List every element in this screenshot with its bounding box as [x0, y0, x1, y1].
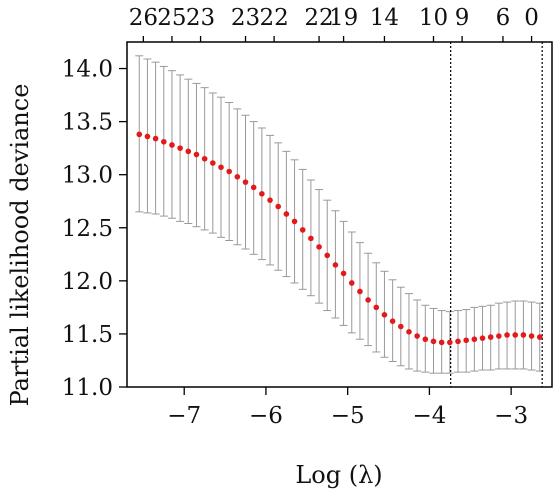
data-point: [422, 336, 429, 343]
data-point: [291, 218, 298, 225]
data-point: [185, 148, 192, 155]
data-point: [348, 280, 355, 286]
y-tick-label: 12.0: [62, 269, 113, 295]
data-point: [267, 197, 273, 203]
data-point: [332, 262, 339, 268]
y-axis-label: Partial likelihood deviance: [6, 84, 34, 407]
data-point: [365, 297, 371, 303]
data-point: [487, 334, 494, 340]
errorbar-layer: [135, 55, 544, 374]
data-point: [259, 191, 265, 197]
data-point: [496, 333, 502, 339]
y-tick-label: 14.0: [62, 57, 113, 83]
data-point: [152, 135, 159, 142]
top-tick-label: 0: [524, 5, 539, 31]
y-tick-label: 13.5: [62, 110, 113, 136]
top-tick-label: 19: [329, 5, 358, 31]
x-axis-label: Log (λ): [295, 461, 382, 489]
top-tick-label: 22: [304, 5, 333, 31]
point-layer: [136, 131, 543, 346]
data-point: [250, 184, 257, 191]
x-tick-label: −3: [494, 403, 528, 429]
y-tick-label: 11.5: [62, 322, 113, 348]
data-point: [389, 318, 396, 324]
data-point: [275, 203, 282, 210]
y-axis: 11.0 11.5 12.0 12.5 13.0 13.5 14.0: [62, 57, 127, 401]
data-point: [520, 332, 527, 338]
data-point: [160, 138, 167, 145]
data-point: [193, 151, 200, 158]
top-tick-label: 23: [186, 5, 215, 31]
data-point: [381, 312, 388, 318]
data-point: [169, 142, 175, 148]
data-point: [242, 179, 249, 185]
vline-layer: [450, 42, 543, 387]
top-tick-label: 26: [129, 5, 158, 31]
data-point: [316, 244, 322, 250]
data-point: [201, 155, 208, 162]
data-point: [283, 211, 290, 217]
data-point: [136, 131, 143, 138]
data-point: [299, 227, 306, 233]
data-point: [210, 160, 216, 166]
top-tick-label: 22: [259, 5, 288, 31]
y-tick-label: 13.0: [62, 163, 113, 189]
x-tick-label: −4: [412, 403, 446, 429]
x-tick-label: −7: [167, 403, 201, 429]
top-tick-label: 23: [231, 5, 260, 31]
data-point: [479, 335, 486, 341]
data-point: [357, 288, 363, 295]
data-point: [512, 332, 519, 338]
data-point: [324, 252, 331, 259]
data-point: [536, 334, 543, 340]
data-point: [471, 336, 478, 343]
top-tick-label: 9: [455, 5, 470, 31]
data-point: [406, 329, 412, 335]
data-point: [430, 338, 437, 345]
data-point: [308, 235, 314, 242]
data-point: [373, 304, 380, 311]
data-point: [414, 333, 420, 339]
data-point: [218, 164, 224, 171]
data-point: [463, 337, 469, 344]
top-tick-label: 14: [370, 5, 399, 31]
y-tick-label: 11.0: [62, 375, 113, 401]
data-point: [504, 332, 510, 338]
data-point: [438, 339, 445, 346]
data-point: [177, 145, 183, 151]
data-point: [397, 323, 404, 330]
y-tick-label: 12.5: [62, 216, 113, 242]
plot-frame: [126, 41, 553, 388]
top-tick-label: 6: [496, 5, 511, 31]
data-point: [455, 338, 461, 345]
x-tick-label: −5: [331, 403, 365, 429]
top-tick-label: 25: [157, 5, 186, 31]
data-point: [447, 339, 453, 346]
data-point: [144, 133, 151, 140]
x-axis: −7 −6 −5 −4 −3: [167, 387, 528, 429]
data-point: [234, 174, 241, 180]
data-point: [528, 333, 535, 339]
data-point: [226, 168, 232, 175]
top-tick-label: 10: [419, 5, 448, 31]
data-point: [340, 270, 347, 277]
x-tick-label: −6: [249, 403, 283, 429]
